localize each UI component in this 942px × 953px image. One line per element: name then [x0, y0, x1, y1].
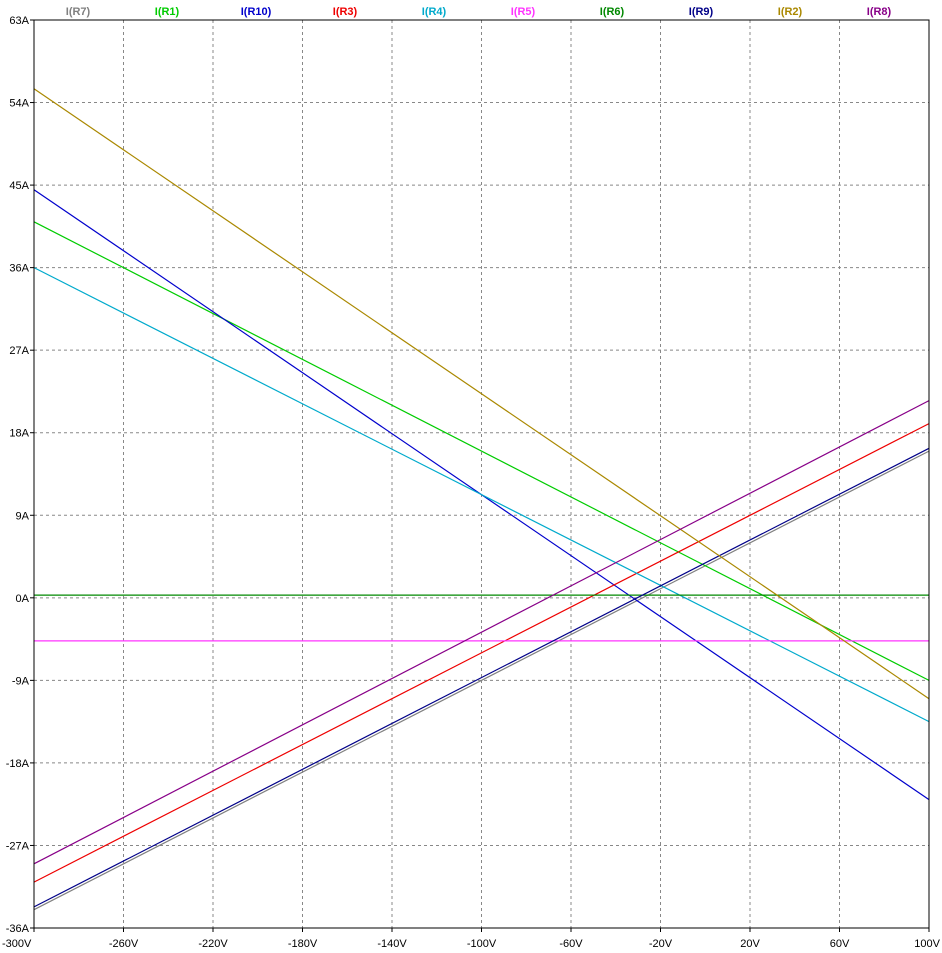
x-tick-label: 20V	[740, 938, 760, 950]
legend-entry: I(R3)	[333, 6, 358, 18]
series-line-i-r1	[33, 221, 930, 681]
y-tick-label: 9A	[16, 510, 30, 522]
y-tick-label: 54A	[9, 98, 29, 110]
y-tick-label: 18A	[9, 428, 29, 440]
x-tick-label: -180V	[288, 938, 318, 950]
y-tick-label: -36A	[6, 923, 30, 935]
y-tick-label: 36A	[9, 263, 29, 275]
y-tick-label: 27A	[9, 345, 29, 357]
x-tick-label: -140V	[377, 938, 407, 950]
legend-entry: I(R8)	[867, 6, 892, 18]
grid	[34, 20, 929, 928]
x-tick-label: 60V	[830, 938, 850, 950]
y-axis: 63A 54A 45A 36A 27A 18A 9A 0A -9A -18A -27A -36A	[6, 15, 34, 935]
legend-entry: I(R7)	[66, 6, 91, 18]
series-line-i-r9	[33, 447, 930, 908]
legend-entry: I(R9)	[689, 6, 714, 18]
y-tick-label: -27A	[6, 840, 30, 852]
legend-entry: I(R10)	[241, 6, 272, 18]
series-line-i-r2	[33, 88, 930, 700]
y-tick-label: -9A	[12, 675, 30, 687]
x-tick-label: -260V	[109, 938, 139, 950]
y-tick-label: 45A	[9, 180, 29, 192]
x-tick-label: -20V	[649, 938, 673, 950]
x-tick-label: -220V	[198, 938, 228, 950]
series-line-i-r4	[33, 267, 930, 723]
y-tick-label: 63A	[9, 15, 29, 27]
plot-frame	[33, 19, 930, 929]
legend-entry: I(R5)	[511, 6, 536, 18]
legend: I(R7) I(R1) I(R10) I(R3) I(R4) I(R5) I(R6) I(R9…	[66, 6, 892, 18]
legend-entry: I(R1)	[155, 6, 180, 18]
legend-entry: I(R6)	[600, 6, 625, 18]
y-tick-label: -18A	[6, 758, 30, 770]
series-lines	[33, 88, 930, 911]
legend-entry: I(R2)	[778, 6, 803, 18]
series-line-i-r8	[33, 400, 930, 865]
series-line-i-r3	[33, 423, 930, 883]
x-tick-label: -100V	[467, 938, 497, 950]
x-axis: -300V -260V -220V -180V -140V -100V -60V -20V 20…	[2, 928, 941, 950]
series-line-i-r7	[33, 450, 930, 911]
legend-entry: I(R4)	[422, 6, 447, 18]
x-tick-label: -300V	[2, 938, 32, 950]
x-tick-label: 100V	[914, 938, 940, 950]
y-tick-label: 0A	[16, 593, 30, 605]
x-tick-label: -60V	[559, 938, 583, 950]
